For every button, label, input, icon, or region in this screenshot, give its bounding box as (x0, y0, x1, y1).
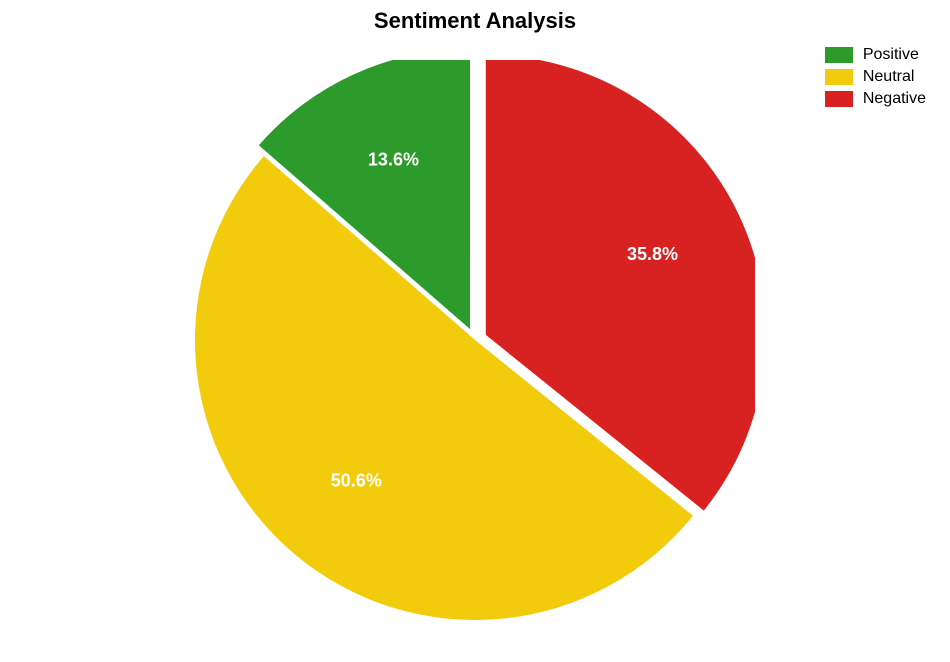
legend-swatch-icon (825, 91, 853, 107)
legend-label: Negative (863, 90, 926, 108)
legend-label: Neutral (863, 68, 915, 86)
pie-chart: 35.8% 50.6% 13.6% (195, 60, 755, 620)
chart-title: Sentiment Analysis (0, 8, 950, 34)
pie-slice-label-neutral: 50.6% (331, 470, 382, 490)
pie-slice-label-positive: 13.6% (368, 150, 419, 170)
pie-slice-label-negative: 35.8% (627, 244, 678, 264)
legend-swatch-icon (825, 47, 853, 63)
legend-label: Positive (863, 46, 919, 64)
legend-item-positive: Positive (825, 46, 926, 64)
legend-swatch-icon (825, 69, 853, 85)
legend-item-neutral: Neutral (825, 68, 926, 86)
legend-item-negative: Negative (825, 90, 926, 108)
chart-legend: Positive Neutral Negative (825, 46, 926, 112)
